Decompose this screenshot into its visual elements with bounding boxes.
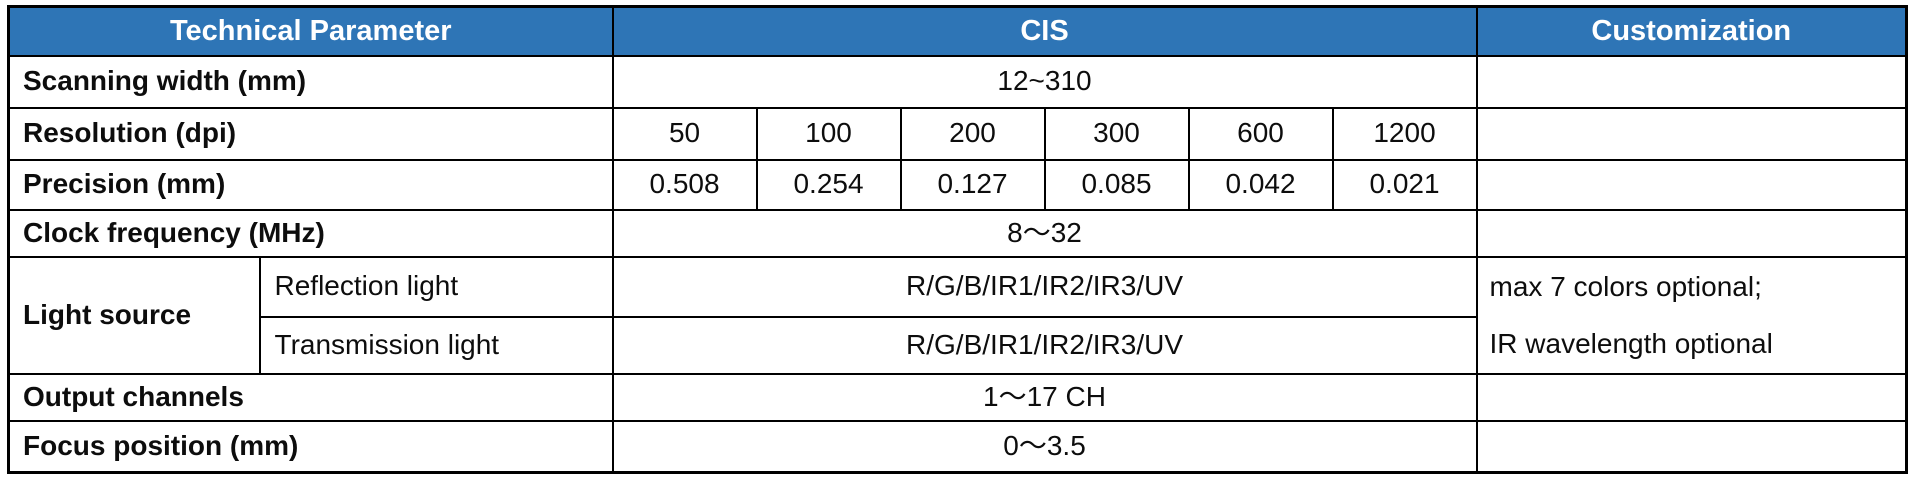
precision-value-6: 0.021 xyxy=(1331,158,1478,211)
row-resolution: Resolution (dpi) 50 100 200 300 600 1200 xyxy=(7,106,1908,161)
resolution-value-6: 1200 xyxy=(1331,106,1478,161)
resolution-value-4: 300 xyxy=(1043,106,1190,161)
clock-frequency-value: 8～32 xyxy=(611,208,1478,258)
output-channels-value: 1～17 CH xyxy=(611,372,1478,422)
reflection-light-label: Reflection light xyxy=(258,255,614,318)
reflection-light-value: R/G/B/IR1/IR2/IR3/UV xyxy=(611,255,1478,318)
row-output-channels: Output channels 1～17 CH xyxy=(7,372,1908,422)
header-cis: CIS xyxy=(611,5,1478,57)
row-light-source-transmission: Transmission light R/G/B/IR1/IR2/IR3/UV xyxy=(9,315,1907,375)
customization-note-line-2: IR wavelength optional xyxy=(1489,328,1773,359)
light-source-label: Light source xyxy=(7,255,261,375)
row-light-source-reflection: Light source Reflection light R/G/B/IR1/… xyxy=(7,255,1908,375)
focus-position-value: 0～3.5 xyxy=(611,419,1478,474)
spec-table: Technical Parameter CIS Customization Sc… xyxy=(7,5,1909,474)
row-precision: Precision (mm) 0.508 0.254 0.127 0.085 0… xyxy=(7,158,1908,211)
row-scanning-width: Scanning width (mm) 12~310 xyxy=(7,54,1908,109)
clock-frequency-customization-cell xyxy=(1475,208,1908,258)
resolution-label: Resolution (dpi) xyxy=(7,106,614,161)
focus-position-customization-cell xyxy=(1475,419,1908,474)
precision-label: Precision (mm) xyxy=(7,158,614,211)
precision-value-1: 0.508 xyxy=(611,158,758,211)
light-source-customization-cell: max 7 colors optional; IR wavelength opt… xyxy=(1475,255,1908,375)
header-customization: Customization xyxy=(1475,5,1908,57)
clock-frequency-label: Clock frequency (MHz) xyxy=(7,208,614,258)
resolution-value-2: 100 xyxy=(755,106,902,161)
resolution-value-5: 600 xyxy=(1187,106,1334,161)
header-row: Technical Parameter CIS Customization xyxy=(7,5,1908,57)
header-technical-parameter: Technical Parameter xyxy=(7,5,614,57)
resolution-value-3: 200 xyxy=(899,106,1046,161)
precision-value-3: 0.127 xyxy=(899,158,1046,211)
focus-position-label: Focus position (mm) xyxy=(7,419,614,474)
row-clock-frequency: Clock frequency (MHz) 8～32 xyxy=(7,208,1908,258)
resolution-value-1: 50 xyxy=(611,106,758,161)
precision-value-2: 0.254 xyxy=(755,158,902,211)
row-focus-position: Focus position (mm) 0～3.5 xyxy=(7,419,1908,474)
output-channels-label: Output channels xyxy=(7,372,614,422)
scanning-width-value: 12~310 xyxy=(611,54,1478,109)
transmission-light-label: Transmission light xyxy=(258,315,614,375)
output-channels-customization-cell xyxy=(1475,372,1908,422)
scanning-width-label: Scanning width (mm) xyxy=(7,54,614,109)
precision-value-4: 0.085 xyxy=(1043,158,1190,211)
precision-customization-cell xyxy=(1475,158,1908,211)
scanning-width-customization-cell xyxy=(1475,54,1908,109)
transmission-light-value: R/G/B/IR1/IR2/IR3/UV xyxy=(611,315,1478,375)
resolution-customization-cell xyxy=(1475,106,1908,161)
precision-value-5: 0.042 xyxy=(1187,158,1334,211)
customization-note-line-1: max 7 colors optional; xyxy=(1489,271,1762,302)
